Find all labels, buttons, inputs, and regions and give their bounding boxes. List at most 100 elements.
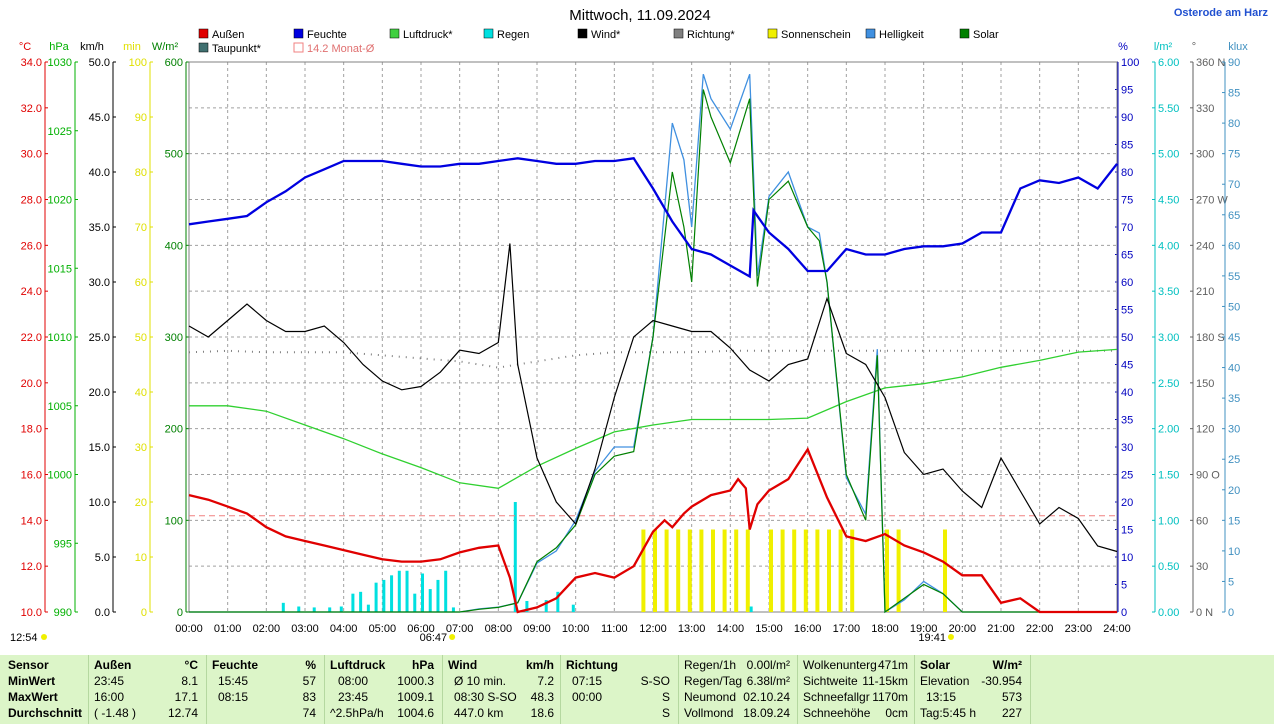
legend-label: Regen [497, 29, 529, 41]
sunshine-bar [734, 529, 739, 612]
right-axis-tick-label: 80 [1228, 118, 1240, 130]
rain-bar [525, 601, 529, 612]
legend-swatch [483, 28, 494, 39]
pressure-line [189, 348, 1118, 489]
left-axis-tick-label: 1025 [48, 126, 72, 138]
rain-bar [556, 591, 560, 612]
left-axis-tick-label: 12.0 [21, 561, 42, 573]
right-axis-tick-label: 65 [1121, 250, 1133, 262]
rain-bar [451, 607, 455, 612]
temperature-line [188, 446, 1117, 614]
right-axis-tick-label: 0 N [1196, 607, 1213, 619]
right-axis-tick-label: 150 [1196, 378, 1214, 390]
plot-grid [188, 61, 1118, 613]
wind-times: Wind Ø 10 min. 08:30 S-SO 447.0 km [448, 657, 528, 721]
rain-bar [390, 575, 394, 612]
rain-bar [339, 606, 343, 612]
vollmond-label: Vollmond [684, 706, 734, 720]
aussen-min: 8.1 [181, 674, 198, 688]
left-axis-tick-label: 200 [165, 424, 183, 436]
richtung-max-time: 00:00 [572, 690, 603, 704]
right-axis-tick-label: 5 [1228, 576, 1234, 588]
left-axis-tick-label: 30.0 [21, 149, 42, 161]
x-tick-label: 11:00 [601, 623, 628, 635]
left-axis-tick-label: 24.0 [21, 286, 42, 298]
luftdruck-header: Luftdruck [330, 658, 386, 672]
legend-swatch [293, 42, 304, 53]
left-axis-tick-label: 10.0 [21, 607, 42, 619]
sunshine-bar [803, 529, 808, 612]
left-axis-unit: min [123, 41, 141, 53]
feuchte-max: 83 [302, 690, 316, 704]
rain-bar [513, 502, 517, 612]
rain-bar [297, 606, 301, 612]
right-axis-tick-label: 10 [1228, 546, 1240, 558]
left-axis-tick-label: 80 [135, 167, 147, 179]
x-tick-label: 19:00 [910, 623, 938, 635]
left-axis-tick-label: 25.0 [89, 332, 110, 344]
row-label-avg: Durchschnitt [8, 706, 83, 720]
wind-avg: 18.6 [530, 706, 554, 720]
richtung-times: Richtung 07:15 00:00 [566, 657, 626, 721]
sunshine-bar [827, 529, 831, 612]
neumond: 02.10.24 [743, 690, 790, 704]
sunrise-marker-dot [449, 634, 456, 640]
rain-bar [444, 570, 448, 612]
left-axis-tick-label: 40 [135, 387, 147, 399]
schneefallgr: 1170m [872, 690, 908, 704]
rain-bar [571, 604, 575, 612]
sunshine-bar [711, 529, 715, 612]
x-tick-label: 14:00 [717, 623, 745, 635]
x-tick-label: 20:00 [949, 623, 977, 635]
left-axis-tick-label: 22.0 [21, 332, 42, 344]
feuchte-values: % 57 83 74 [280, 657, 316, 721]
wind-min: 7.2 [537, 674, 554, 688]
solar-line [189, 89, 1117, 614]
sunshine-bar [653, 529, 657, 612]
legend-label: 14.2 Monat-Ø [307, 43, 375, 55]
left-axis-unit: W/m² [152, 41, 179, 53]
legend-label: Taupunkt* [212, 43, 262, 55]
right-axis-unit: % [1118, 41, 1128, 53]
x-tick-label: 06:00 [407, 623, 435, 635]
sunshine-bar [838, 529, 843, 612]
x-tick-label: 02:00 [253, 623, 281, 635]
feuchte-header: Feuchte [212, 658, 259, 672]
right-axis-unit: klux [1228, 41, 1248, 53]
right-axis-tick-label: 85 [1121, 140, 1133, 152]
vollmond: 18.09.24 [743, 706, 790, 720]
solar-values: W/m² -30.954 573 227 [980, 657, 1022, 721]
right-axis-tick-label: 25 [1121, 470, 1133, 482]
left-axis-tick-label: 400 [165, 240, 183, 252]
row-label-min: MinWert [8, 674, 56, 688]
regen-tag: 6.38l/m² [746, 674, 790, 688]
legend-swatch [577, 28, 588, 39]
weather-chart: Mittwoch, 11.09.2024 Osterode am Harz Au… [10, 7, 1269, 644]
right-axis-tick-label: 180 S [1196, 332, 1225, 344]
right-axis-tick-label: 5.00 [1158, 149, 1179, 161]
left-axis-tick-label: 20 [135, 497, 147, 509]
right-axis-tick-label: 360 N [1196, 57, 1225, 69]
x-tick-label: 17:00 [833, 623, 861, 635]
x-tick-label: 23:00 [1065, 623, 1093, 635]
richtung-avg-time [566, 705, 626, 721]
rain-bar [382, 579, 386, 612]
right-axis-tick-label: 50 [1228, 301, 1240, 313]
right-axis-tick-label: 40 [1228, 363, 1240, 375]
x-tick-label: 00:00 [175, 623, 203, 635]
left-axis-tick-label: 45.0 [89, 112, 110, 124]
rain-bar [281, 602, 285, 612]
x-tick-label: 03:00 [291, 623, 319, 635]
left-axis-tick-label: 30.0 [89, 277, 110, 289]
right-axis-tick-label: 120 [1196, 424, 1214, 436]
richtung-max: S [661, 690, 670, 704]
wolkenunterg-label: Wolkenunterg [803, 658, 877, 672]
station-name[interactable]: Osterode am Harz [1174, 7, 1269, 19]
right-axis-tick-label: 50 [1121, 332, 1133, 344]
left-axis-tick-label: 1015 [48, 263, 72, 275]
right-axis-tick-label: 0 [1228, 607, 1234, 619]
luftdruck-min: 1000.3 [397, 674, 434, 688]
legend-label: Wind* [591, 29, 621, 41]
sunshine-bar [687, 529, 692, 612]
direction-line [188, 349, 1117, 369]
